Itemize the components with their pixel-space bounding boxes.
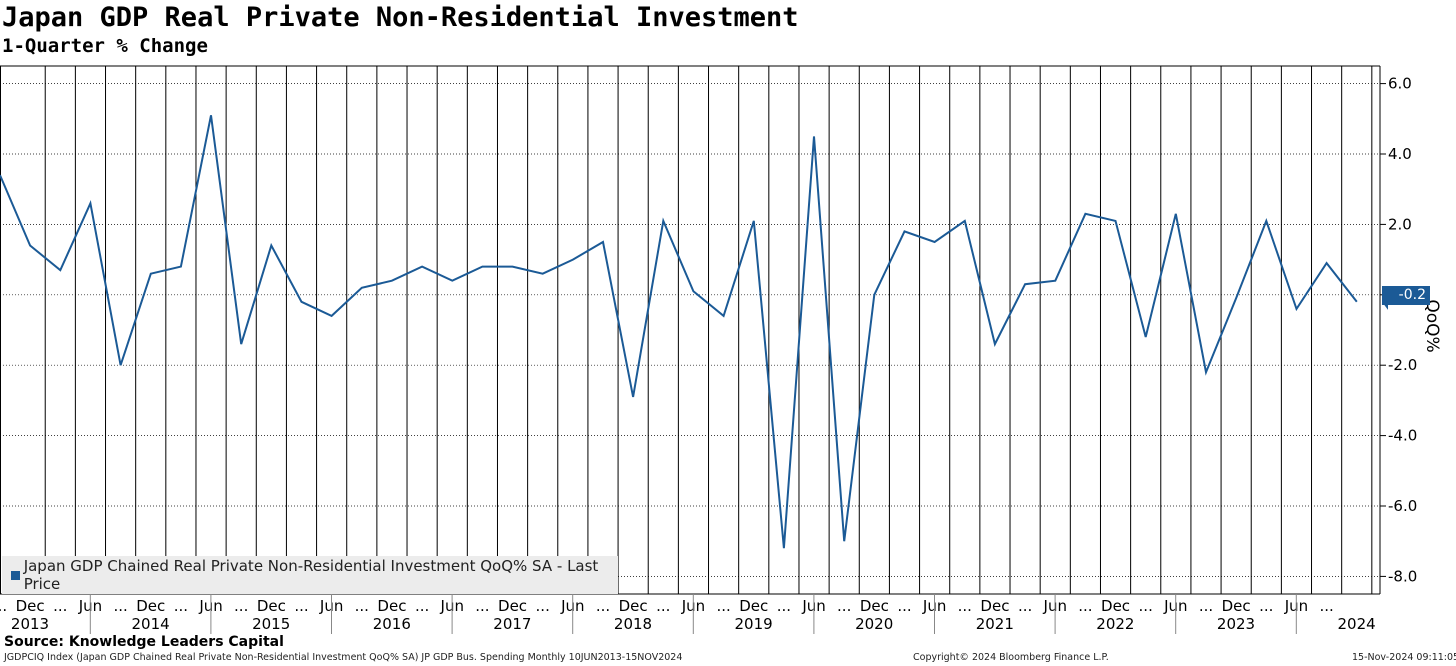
series-group [0,115,1388,549]
x-month-label: Dec [257,597,286,615]
y-tick-label: 6.0 [1388,75,1412,93]
last-value-badge: -0.2 [1382,286,1430,305]
x-month-label: ... [1319,597,1333,615]
x-month-label: ... [0,597,7,615]
x-month-label: ... [777,597,791,615]
legend: Japan GDP Chained Real Private Non-Resid… [2,556,618,594]
source-note: Source: Knowledge Leaders Capital [4,634,284,650]
x-month-label: Dec [498,597,527,615]
footer-ticker-info: JGDPCIQ Index (Japan GDP Chained Real Pr… [4,652,683,663]
x-year-label: 2024 [1338,615,1376,633]
series-line [0,115,1358,549]
x-year-label: 2018 [614,615,652,633]
x-year-label: 2015 [252,615,290,633]
x-month-label: ... [958,597,972,615]
x-month-label: ... [656,597,670,615]
y-tick-label: 2.0 [1388,215,1412,233]
y-tick-label: -6.0 [1388,497,1417,515]
x-month-label: ... [1199,597,1213,615]
x-month-label: Dec [980,597,1009,615]
y-tick-label: -4.0 [1388,427,1417,445]
x-month-label: Dec [136,597,165,615]
x-month-label: ... [1259,597,1273,615]
x-month-label: ... [536,597,550,615]
x-axis-labels: ...Dec...Jun...Dec...Jun...Dec...Jun...D… [0,594,1376,634]
x-month-label: Dec [860,597,889,615]
x-year-label: 2014 [132,615,170,633]
grid-lines [0,66,1380,594]
x-month-label: ... [355,597,369,615]
x-year-label: 2019 [735,615,773,633]
axes [0,65,1381,595]
x-month-label: ... [294,597,308,615]
x-month-label: Dec [619,597,648,615]
x-month-label: Dec [16,597,45,615]
x-month-label: Dec [377,597,406,615]
x-month-label: ... [53,597,67,615]
y-axis-ticks: 6.04.02.00.0-2.0-4.0-6.0-8.0 [1380,75,1417,585]
x-month-label: ... [716,597,730,615]
chart-subtitle: 1-Quarter % Change [2,35,208,57]
x-month-label: ... [113,597,127,615]
y-tick-label: -8.0 [1388,567,1417,585]
x-month-label: Dec [739,597,768,615]
x-month-label: ... [1139,597,1153,615]
x-month-label: ... [1018,597,1032,615]
x-year-label: 2023 [1217,615,1255,633]
x-month-label: ... [234,597,248,615]
x-month-label: ... [174,597,188,615]
y-tick-label: 4.0 [1388,145,1412,163]
x-year-label: 2013 [11,615,49,633]
x-month-label: ... [475,597,489,615]
y-axis-label: QoQ% [1422,299,1442,353]
x-month-label: ... [596,597,610,615]
legend-swatch [11,570,20,580]
x-month-label: Dec [1101,597,1130,615]
x-year-label: 2021 [976,615,1014,633]
legend-label: Japan GDP Chained Real Private Non-Resid… [23,557,599,593]
x-month-label: ... [837,597,851,615]
x-year-label: 2020 [855,615,893,633]
chart-title: Japan GDP Real Private Non-Residential I… [2,2,799,33]
y-tick-label: -2.0 [1388,356,1417,374]
x-month-label: Dec [1222,597,1251,615]
x-month-label: ... [1078,597,1092,615]
x-year-label: 2017 [493,615,531,633]
x-month-label: ... [897,597,911,615]
footer-timestamp: 15-Nov-2024 09:11:05 [1352,652,1456,663]
x-year-label: 2022 [1096,615,1134,633]
x-month-label: ... [415,597,429,615]
footer-copyright: Copyright© 2024 Bloomberg Finance L.P. [913,652,1109,663]
x-year-label: 2016 [373,615,411,633]
